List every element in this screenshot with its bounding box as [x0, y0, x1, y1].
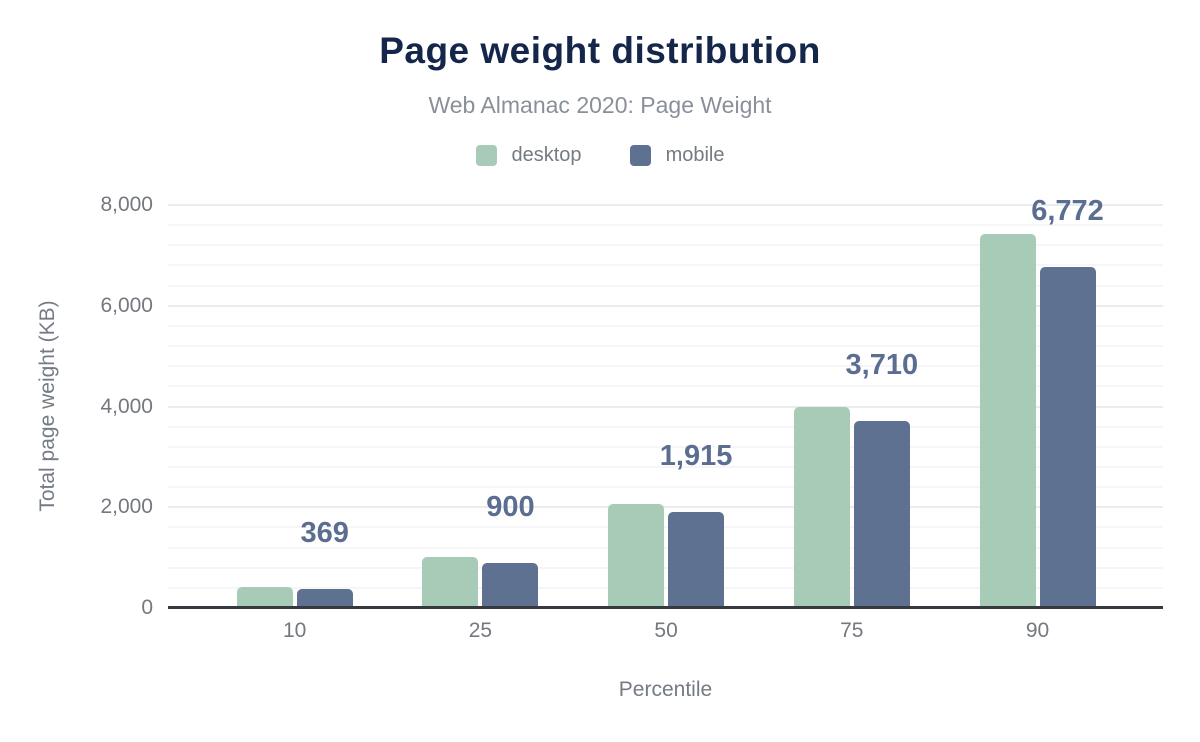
mobile-bar-p25 [482, 562, 539, 608]
data-label-p75: 3,710 [845, 349, 919, 382]
x-axis-title: Percentile [618, 678, 713, 701]
desktop-bar-p90 [979, 234, 1036, 608]
gridline-400 [168, 586, 1163, 589]
gridline-2000 [168, 506, 1163, 509]
gridline-8000 [168, 204, 1163, 206]
chart-subtitle: Web Almanac 2020: Page Weight [428, 92, 772, 118]
desktop-swatch-icon [475, 145, 497, 166]
gridline-7600 [168, 224, 1163, 227]
gridline-7200 [168, 244, 1163, 247]
gridline-6000 [168, 304, 1163, 307]
desktop-bar-p25 [422, 556, 479, 608]
x-tick-50: 50 [654, 619, 678, 642]
gridline-4800 [168, 365, 1163, 368]
plot-area [168, 204, 1163, 609]
data-label-p90: 6,772 [1031, 194, 1104, 227]
data-label-p50: 1,915 [659, 439, 733, 472]
mobile-swatch-icon [629, 145, 651, 166]
gridline-6400 [168, 284, 1163, 287]
gridline-4000 [168, 405, 1163, 408]
gridline-2800 [168, 465, 1163, 468]
gridline-6800 [168, 264, 1163, 267]
x-axis-line [168, 606, 1163, 609]
legend-label-mobile: mobile [665, 144, 725, 166]
mobile-bar-p90 [1039, 266, 1096, 608]
data-label-p10: 369 [300, 517, 349, 550]
mobile-bar-p50 [668, 511, 725, 608]
gridline-1200 [168, 546, 1163, 549]
mobile-bar-p75 [853, 421, 910, 608]
x-tick-90: 90 [1025, 619, 1050, 642]
y-tick-6,000: 6,000 [100, 293, 153, 317]
gridline-3200 [168, 445, 1163, 448]
y-tick-4,000: 4,000 [100, 394, 153, 418]
gridline-4400 [168, 385, 1163, 388]
gridline-5200 [168, 345, 1163, 348]
mobile-bar-p10 [296, 589, 353, 608]
legend-item-mobile: mobile [629, 144, 725, 167]
gridline-1600 [168, 526, 1163, 529]
y-tick-2,000: 2,000 [100, 495, 153, 519]
x-tick-25: 25 [468, 619, 493, 642]
gridline-5600 [168, 324, 1163, 327]
y-tick-8,000: 8,000 [100, 193, 153, 216]
gridline-800 [168, 566, 1163, 569]
desktop-bar-p75 [793, 407, 850, 608]
desktop-bar-p10 [236, 586, 293, 608]
chart-title: Page weight distribution [379, 30, 821, 71]
legend: desktop mobile [0, 144, 1200, 167]
desktop-bar-p50 [608, 504, 665, 608]
x-tick-75: 75 [840, 619, 864, 642]
data-label-p25: 900 [486, 490, 535, 523]
legend-label-desktop: desktop [511, 144, 582, 166]
gridline-3600 [168, 425, 1163, 428]
legend-item-desktop: desktop [475, 144, 582, 167]
gridline-2400 [168, 486, 1163, 489]
y-tick-0: 0 [141, 596, 153, 619]
x-tick-10: 10 [283, 619, 307, 642]
